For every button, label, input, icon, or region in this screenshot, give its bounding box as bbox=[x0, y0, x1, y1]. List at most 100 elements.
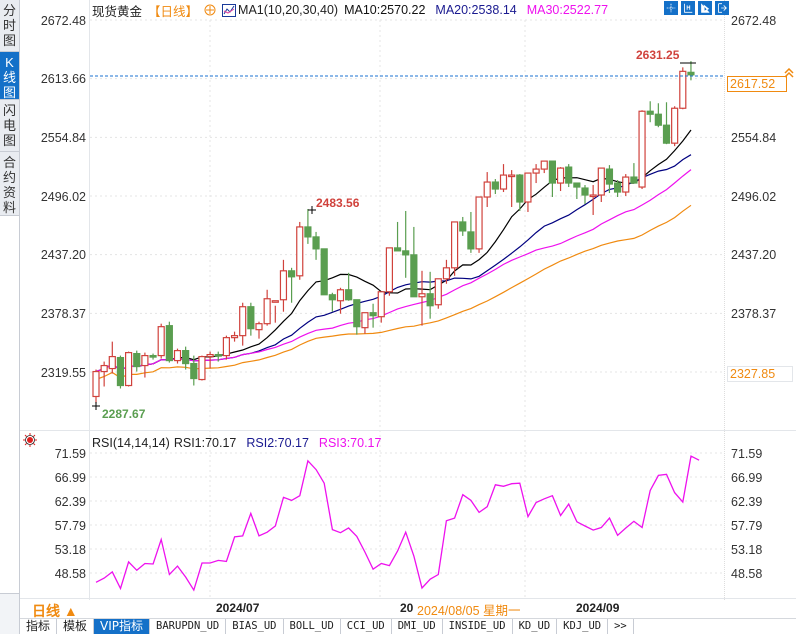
add-circle-icon[interactable] bbox=[204, 4, 216, 16]
indicator-tab[interactable]: 指标 bbox=[20, 619, 58, 634]
price-tick: 2672.48 bbox=[731, 14, 777, 28]
candle bbox=[304, 208, 312, 244]
price-tick: 2554.84 bbox=[40, 131, 86, 145]
rsi-line bbox=[95, 455, 700, 592]
candle bbox=[149, 353, 157, 360]
chart-header: 现货黄金 【日线】 MA1(10,20,30,40) MA10:2570.22 … bbox=[92, 2, 608, 19]
candle bbox=[459, 216, 467, 236]
candle bbox=[573, 182, 581, 200]
candle bbox=[402, 210, 410, 278]
candle bbox=[687, 61, 695, 81]
rsi2-value: RSI2:70.17 bbox=[246, 436, 309, 450]
indicator-tab[interactable]: BARUPDN_UD bbox=[150, 619, 227, 634]
candle bbox=[108, 341, 116, 374]
indicator-tab[interactable]: >> bbox=[608, 619, 634, 634]
indicator-tab[interactable]: BOLL_UD bbox=[284, 619, 341, 634]
indicator-tab[interactable]: VIP指标 bbox=[94, 619, 151, 634]
rsi-tick: 57.79 bbox=[54, 519, 86, 533]
indicator-tab[interactable]: KD_UD bbox=[513, 619, 558, 634]
price-tick: 2613.66 bbox=[40, 72, 86, 86]
price-tick: 2672.48 bbox=[40, 14, 86, 28]
candle bbox=[165, 321, 173, 363]
candle bbox=[133, 350, 141, 372]
rsi-tick: 66.99 bbox=[54, 471, 86, 485]
price-tick: 2496.02 bbox=[40, 190, 86, 204]
scroll-up-arrow-icon[interactable] bbox=[784, 68, 794, 78]
candle bbox=[605, 165, 614, 194]
indicator-tab[interactable]: INSIDE_UD bbox=[443, 619, 513, 634]
indicator-tab[interactable]: DMI_UD bbox=[392, 619, 443, 634]
candle bbox=[532, 164, 540, 184]
indicator-tab[interactable]: 模板 bbox=[57, 619, 95, 634]
candle bbox=[247, 302, 255, 336]
current-price-label: 2617.52 bbox=[727, 76, 787, 92]
date-tick: 20 bbox=[400, 601, 414, 615]
rsi3-value: RSI3:70.17 bbox=[318, 436, 382, 450]
candle bbox=[418, 270, 426, 326]
candle bbox=[434, 278, 442, 309]
exit-panel-icon[interactable] bbox=[715, 1, 729, 15]
rsi-params: RSI(14,14,14) bbox=[92, 436, 170, 450]
tab-timeshare-chart[interactable]: 分 时 图 bbox=[0, 0, 19, 52]
candle bbox=[662, 102, 671, 145]
candle bbox=[442, 259, 451, 284]
rsi-tick: 53.18 bbox=[731, 543, 763, 557]
low-price-annotation: 2287.67 bbox=[102, 407, 146, 421]
chart-toolbar bbox=[664, 1, 729, 15]
candle bbox=[646, 101, 654, 123]
instrument-name: 现货黄金 bbox=[92, 4, 143, 19]
candle bbox=[361, 312, 369, 334]
price-tick: 2437.20 bbox=[731, 248, 777, 262]
rsi-tick: 62.39 bbox=[731, 495, 763, 509]
candle bbox=[613, 180, 622, 198]
zoom-range-icon[interactable] bbox=[681, 1, 695, 15]
chart-draw-icon[interactable] bbox=[698, 1, 712, 15]
candle bbox=[491, 179, 499, 195]
candle bbox=[198, 355, 206, 381]
candle bbox=[451, 221, 459, 276]
candle bbox=[141, 352, 149, 378]
rsi1-value: RSI1:70.17 bbox=[173, 436, 237, 450]
tab-kline-chart[interactable]: K 线 图 bbox=[0, 52, 19, 100]
candle bbox=[320, 248, 328, 296]
candlestick-chart[interactable]: 2631.25 2483.56 2287.67 bbox=[90, 0, 724, 600]
ma20-value: MA20:2538.14 bbox=[435, 3, 517, 17]
mid-high-annotation: 2483.56 bbox=[316, 196, 360, 210]
right-price-axis: 2672.48 2554.84 2496.02 2437.20 2378.37 … bbox=[724, 0, 796, 600]
tab-flash-chart[interactable]: 闪 电 图 bbox=[0, 100, 19, 152]
candle bbox=[679, 67, 687, 110]
candle bbox=[190, 355, 198, 386]
indicator-chart-icon[interactable] bbox=[222, 3, 237, 17]
candle bbox=[483, 172, 491, 207]
rsi-header: RSI(14,14,14) RSI1:70.17 RSI2:70.17 RSI3… bbox=[92, 436, 381, 450]
candle bbox=[222, 335, 230, 360]
tab-contract-info[interactable]: 合 约 资 料 bbox=[0, 152, 19, 216]
crosshair-icon[interactable] bbox=[664, 1, 678, 15]
period-label[interactable]: 【日线】 bbox=[148, 4, 199, 19]
candle bbox=[239, 302, 247, 346]
candle bbox=[393, 221, 402, 252]
indicator-tab[interactable]: CCI_UD bbox=[341, 619, 392, 634]
candle bbox=[124, 351, 133, 387]
candle bbox=[312, 231, 320, 260]
panel-divider bbox=[20, 430, 796, 431]
candle bbox=[182, 346, 190, 370]
candle bbox=[499, 164, 508, 193]
indicator-settings-icon[interactable] bbox=[23, 433, 37, 447]
candle bbox=[426, 271, 434, 319]
indicator-tab[interactable]: KDJ_UD bbox=[557, 619, 609, 634]
candle bbox=[467, 211, 475, 253]
candle bbox=[100, 361, 108, 387]
candle bbox=[336, 287, 345, 314]
candle bbox=[157, 323, 165, 359]
candle bbox=[279, 259, 288, 312]
rsi-tick: 57.79 bbox=[731, 519, 763, 533]
period-switch[interactable]: 日线 ▲ bbox=[32, 603, 78, 619]
rsi-tick: 71.59 bbox=[731, 447, 763, 461]
candle bbox=[516, 174, 524, 211]
price-tick: 2378.37 bbox=[731, 307, 777, 321]
indicator-tab[interactable]: BIAS_UD bbox=[226, 619, 284, 634]
candle bbox=[385, 247, 393, 296]
price-tick: 2319.55 bbox=[40, 366, 86, 380]
rsi-tick: 48.58 bbox=[731, 567, 763, 581]
